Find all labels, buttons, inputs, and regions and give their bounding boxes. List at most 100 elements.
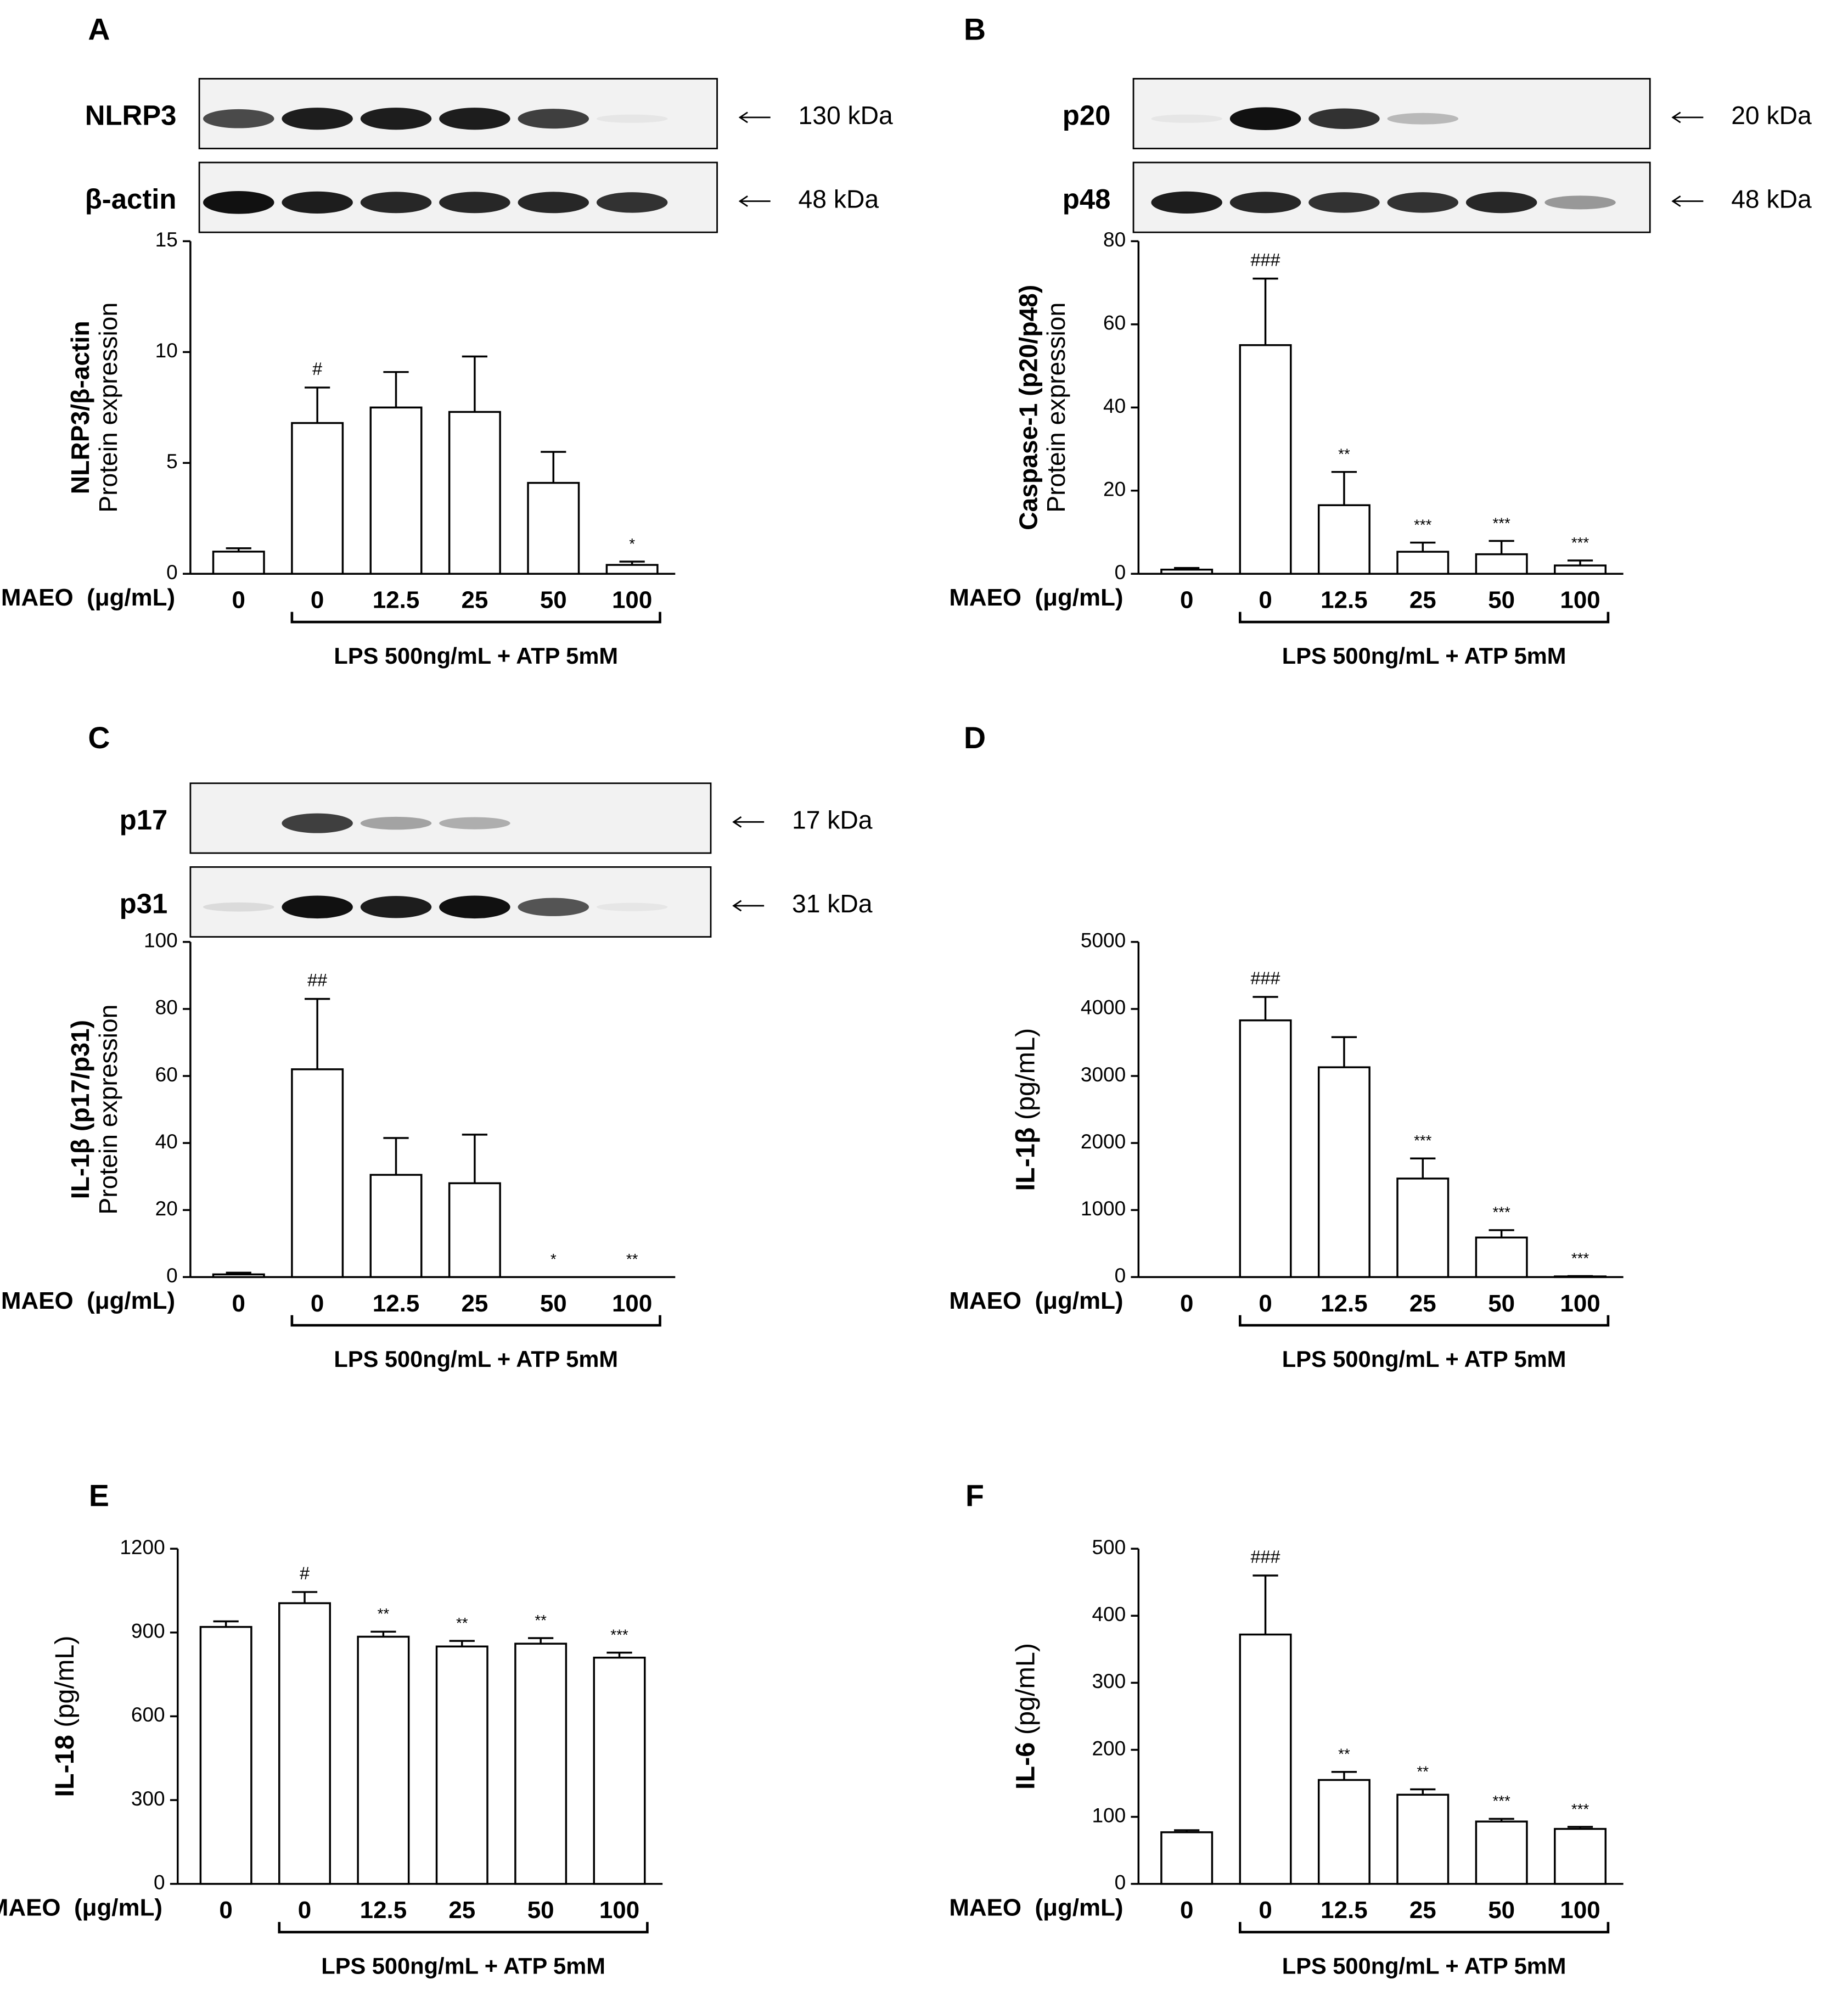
- blot-size: 17 kDa: [792, 806, 873, 834]
- blot-band: [1308, 192, 1380, 213]
- x-tick-label: 0: [1259, 1897, 1272, 1924]
- y-tick-label: 0: [154, 1871, 165, 1893]
- x-tick-label: 25: [448, 1897, 475, 1924]
- bar: [448, 411, 501, 575]
- blot-band: [360, 108, 432, 130]
- blot-box: [1132, 161, 1651, 233]
- bar: [1239, 1633, 1292, 1885]
- blot-band: [596, 902, 668, 911]
- bar: [212, 551, 265, 575]
- arrow-head: [738, 195, 748, 207]
- arrow-head: [732, 816, 742, 828]
- significance: ***: [610, 1626, 628, 1643]
- significance: ###: [1251, 250, 1280, 270]
- significance: **: [626, 1251, 638, 1268]
- significance: ***: [1492, 1204, 1510, 1221]
- blot-band: [1151, 191, 1222, 214]
- bar: [527, 481, 580, 575]
- significance: ###: [1251, 968, 1280, 988]
- x-tick-label: 0: [219, 1897, 232, 1924]
- blot-band: [1465, 192, 1537, 214]
- blot-band: [1387, 192, 1459, 213]
- significance: **: [1338, 446, 1350, 463]
- blot-band: [439, 895, 510, 919]
- y-tick-label: 0: [166, 1264, 178, 1287]
- bar: [1554, 1827, 1607, 1885]
- y-label-bold: IL-1β (p17/p31): [66, 1020, 94, 1199]
- y-tick-label: 100: [144, 929, 178, 952]
- x-label: MAEO (μg/mL): [949, 584, 1123, 611]
- significance: ##: [307, 971, 327, 990]
- group-bracket: [290, 612, 661, 624]
- bar: [1396, 551, 1450, 575]
- panel-letter: F: [965, 1478, 984, 1512]
- x-tick-label: 50: [527, 1897, 554, 1924]
- blot-size: 130 kDa: [799, 101, 893, 130]
- bar: [593, 1656, 646, 1885]
- blot-band: [203, 109, 274, 128]
- x-tick-label: 100: [599, 1897, 639, 1924]
- blot-band: [1387, 113, 1459, 125]
- y-tick-label: 600: [131, 1703, 165, 1726]
- bar: [369, 1174, 423, 1279]
- bar: [435, 1645, 488, 1885]
- y-tick-label: 60: [155, 1063, 178, 1086]
- bar: [1475, 1236, 1528, 1279]
- y-label-bold: NLRP3/β-actin: [66, 321, 94, 494]
- blot-size: 48 kDa: [1731, 185, 1812, 214]
- blot-label: NLRP3: [85, 99, 177, 131]
- y-tick-label: 80: [1103, 228, 1126, 251]
- bar: [514, 1642, 568, 1885]
- y-tick-label: 60: [1103, 312, 1126, 334]
- y-tick-label: 900: [131, 1620, 165, 1642]
- blot-label: β-actin: [85, 183, 177, 215]
- x-tick-label: 100: [612, 587, 652, 614]
- blot-band: [360, 816, 432, 830]
- y-label-unit: (pg/mL): [50, 1635, 80, 1727]
- group-label: LPS 500ng/mL + ATP 5mM: [1282, 1346, 1566, 1372]
- significance: #: [300, 1563, 310, 1583]
- x-tick-label: 12.5: [1321, 1897, 1368, 1924]
- bar: [1396, 1793, 1450, 1885]
- significance: ***: [1414, 516, 1432, 533]
- y-tick-label: 4000: [1081, 996, 1126, 1019]
- blot-band: [1151, 114, 1222, 123]
- significance: ***: [1571, 1801, 1589, 1818]
- y-tick-label: 1200: [120, 1536, 165, 1558]
- x-label: MAEO (μg/mL): [949, 1287, 1123, 1314]
- blot-band: [282, 895, 353, 919]
- x-label: MAEO (μg/mL): [949, 1894, 1123, 1921]
- bar: [1317, 1066, 1370, 1279]
- y-tick-label: 0: [1115, 1264, 1126, 1287]
- bar: [605, 564, 659, 575]
- y-label-unit: (pg/mL): [1011, 1643, 1041, 1735]
- y-label: Protein expression: [1042, 302, 1070, 513]
- x-tick-label: 50: [540, 587, 567, 614]
- y-tick-label: 300: [1092, 1670, 1126, 1692]
- y-label-bold: IL-6: [1011, 1742, 1041, 1790]
- group-label: LPS 500ng/mL + ATP 5mM: [334, 1346, 618, 1372]
- group-bracket: [290, 1315, 661, 1327]
- significance: ###: [1251, 1547, 1280, 1567]
- bar: [448, 1182, 501, 1279]
- x-tick-label: 50: [1488, 1897, 1515, 1924]
- x-tick-label: 0: [1180, 587, 1193, 614]
- x-label: MAEO (μg/mL): [1, 1287, 175, 1314]
- panel-letter: B: [964, 12, 986, 46]
- y-tick-label: 400: [1092, 1603, 1126, 1625]
- y-label-bold: IL-18: [50, 1735, 80, 1797]
- x-tick-label: 100: [1560, 587, 1600, 614]
- bar: [357, 1635, 410, 1885]
- group-label: LPS 500ng/mL + ATP 5mM: [321, 1953, 605, 1978]
- significance: **: [456, 1614, 468, 1632]
- y-tick-label: 40: [155, 1130, 178, 1153]
- x-tick-label: 25: [1409, 1897, 1436, 1924]
- significance: *: [551, 1251, 557, 1268]
- y-tick-label: 3000: [1081, 1063, 1126, 1086]
- bar: [278, 1602, 332, 1885]
- x-tick-label: 0: [298, 1897, 311, 1924]
- bar: [1160, 1831, 1214, 1885]
- bar: [291, 1068, 344, 1279]
- bar: [291, 422, 344, 575]
- blot-band: [439, 192, 510, 214]
